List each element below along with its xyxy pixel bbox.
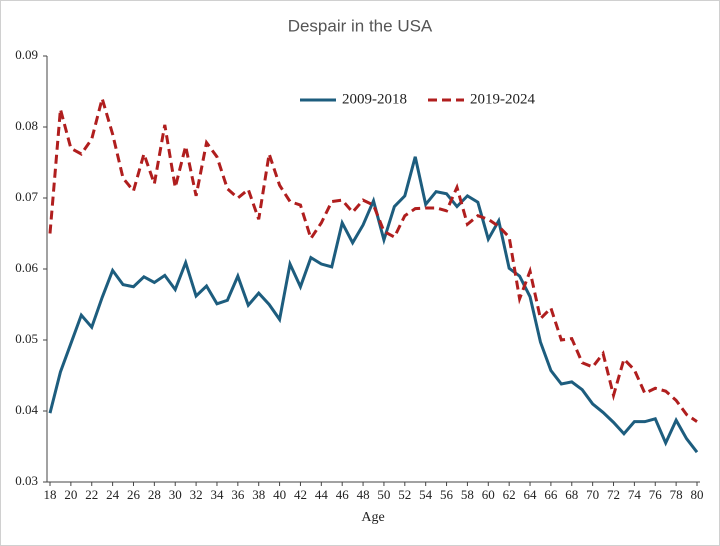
series-line	[48, 156, 699, 454]
x-tick-label: 24	[106, 487, 120, 502]
x-axis-label: Age	[361, 510, 384, 525]
y-tick-label: 0.04	[15, 402, 38, 417]
legend-label: 2009-2018	[342, 91, 407, 107]
x-tick-label: 76	[649, 487, 663, 502]
y-tick-label: 0.08	[15, 118, 38, 133]
x-tick-label: 58	[461, 487, 474, 502]
x-tick-label: 46	[336, 487, 350, 502]
x-tick-label: 42	[294, 487, 307, 502]
x-tick-label: 30	[169, 487, 182, 502]
x-tick-label: 64	[524, 487, 538, 502]
series-line	[48, 92, 698, 423]
x-tick-label: 78	[670, 487, 683, 502]
x-tick-label: 34	[210, 487, 224, 502]
x-tick-label: 28	[148, 487, 161, 502]
y-tick-label: 0.03	[15, 473, 38, 488]
y-tick-label: 0.07	[15, 189, 38, 204]
x-tick-label: 20	[64, 487, 77, 502]
x-tick-label: 54	[419, 487, 433, 502]
x-tick-label: 36	[231, 487, 245, 502]
y-tick-label: 0.06	[15, 260, 38, 275]
x-tick-label: 22	[85, 487, 98, 502]
x-tick-label: 40	[273, 487, 286, 502]
x-tick-label: 68	[565, 487, 578, 502]
x-tick-label: 18	[44, 487, 57, 502]
x-tick-label: 50	[377, 487, 390, 502]
x-tick-label: 44	[315, 487, 329, 502]
x-tick-label: 38	[252, 487, 265, 502]
y-tick-label: 0.05	[15, 331, 38, 346]
x-tick-label: 26	[127, 487, 141, 502]
y-tick-label: 0.09	[15, 47, 38, 62]
chart-title: Despair in the USA	[288, 16, 433, 35]
legend-label: 2019-2024	[470, 91, 535, 107]
x-tick-label: 52	[398, 487, 411, 502]
x-tick-label: 72	[607, 487, 620, 502]
x-tick-label: 70	[586, 487, 599, 502]
x-tick-label: 66	[544, 487, 558, 502]
x-tick-label: 56	[440, 487, 454, 502]
x-tick-label: 80	[691, 487, 704, 502]
x-tick-label: 62	[503, 487, 516, 502]
x-tick-label: 74	[628, 487, 642, 502]
x-tick-label: 32	[190, 487, 203, 502]
x-tick-label: 48	[357, 487, 370, 502]
x-tick-label: 60	[482, 487, 495, 502]
